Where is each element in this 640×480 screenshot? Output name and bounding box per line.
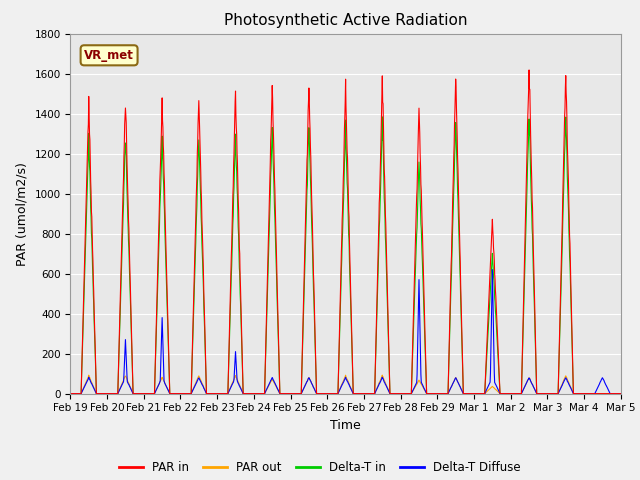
PAR out: [503, 391, 511, 396]
Text: VR_met: VR_met: [84, 49, 134, 62]
Delta-T in: [378, 114, 386, 120]
PAR out: [552, 391, 559, 396]
Line: PAR in: PAR in: [70, 70, 620, 394]
PAR in: [525, 67, 533, 73]
PAR in: [502, 391, 510, 396]
Delta-T Diffuse: [431, 391, 438, 396]
Delta-T in: [552, 391, 559, 396]
PAR in: [552, 391, 559, 396]
PAR in: [431, 391, 438, 396]
Y-axis label: PAR (umol/m2/s): PAR (umol/m2/s): [16, 162, 29, 265]
PAR out: [189, 387, 196, 393]
Delta-T in: [189, 339, 196, 345]
Delta-T in: [175, 391, 183, 396]
Delta-T Diffuse: [552, 391, 559, 396]
Delta-T in: [67, 391, 74, 396]
Line: PAR out: PAR out: [70, 375, 620, 394]
Delta-T in: [431, 391, 439, 396]
Delta-T in: [616, 391, 624, 396]
Delta-T Diffuse: [250, 391, 258, 396]
Delta-T Diffuse: [189, 387, 196, 393]
Line: Delta-T Diffuse: Delta-T Diffuse: [70, 270, 620, 394]
PAR in: [189, 331, 196, 336]
PAR out: [67, 391, 74, 396]
PAR out: [250, 391, 258, 396]
Delta-T Diffuse: [67, 391, 74, 396]
PAR out: [378, 372, 386, 378]
Line: Delta-T in: Delta-T in: [70, 117, 620, 394]
X-axis label: Time: Time: [330, 419, 361, 432]
PAR out: [175, 391, 183, 396]
Delta-T Diffuse: [616, 391, 624, 396]
Title: Photosynthetic Active Radiation: Photosynthetic Active Radiation: [224, 13, 467, 28]
Delta-T Diffuse: [503, 391, 511, 396]
PAR in: [175, 391, 183, 396]
PAR out: [431, 391, 439, 396]
PAR out: [616, 391, 624, 396]
PAR in: [616, 391, 624, 396]
PAR in: [67, 391, 74, 396]
PAR in: [250, 391, 258, 396]
Delta-T in: [503, 391, 511, 396]
Delta-T Diffuse: [488, 267, 496, 273]
Legend: PAR in, PAR out, Delta-T in, Delta-T Diffuse: PAR in, PAR out, Delta-T in, Delta-T Dif…: [115, 456, 525, 479]
Delta-T in: [250, 391, 258, 396]
Delta-T Diffuse: [175, 391, 183, 396]
